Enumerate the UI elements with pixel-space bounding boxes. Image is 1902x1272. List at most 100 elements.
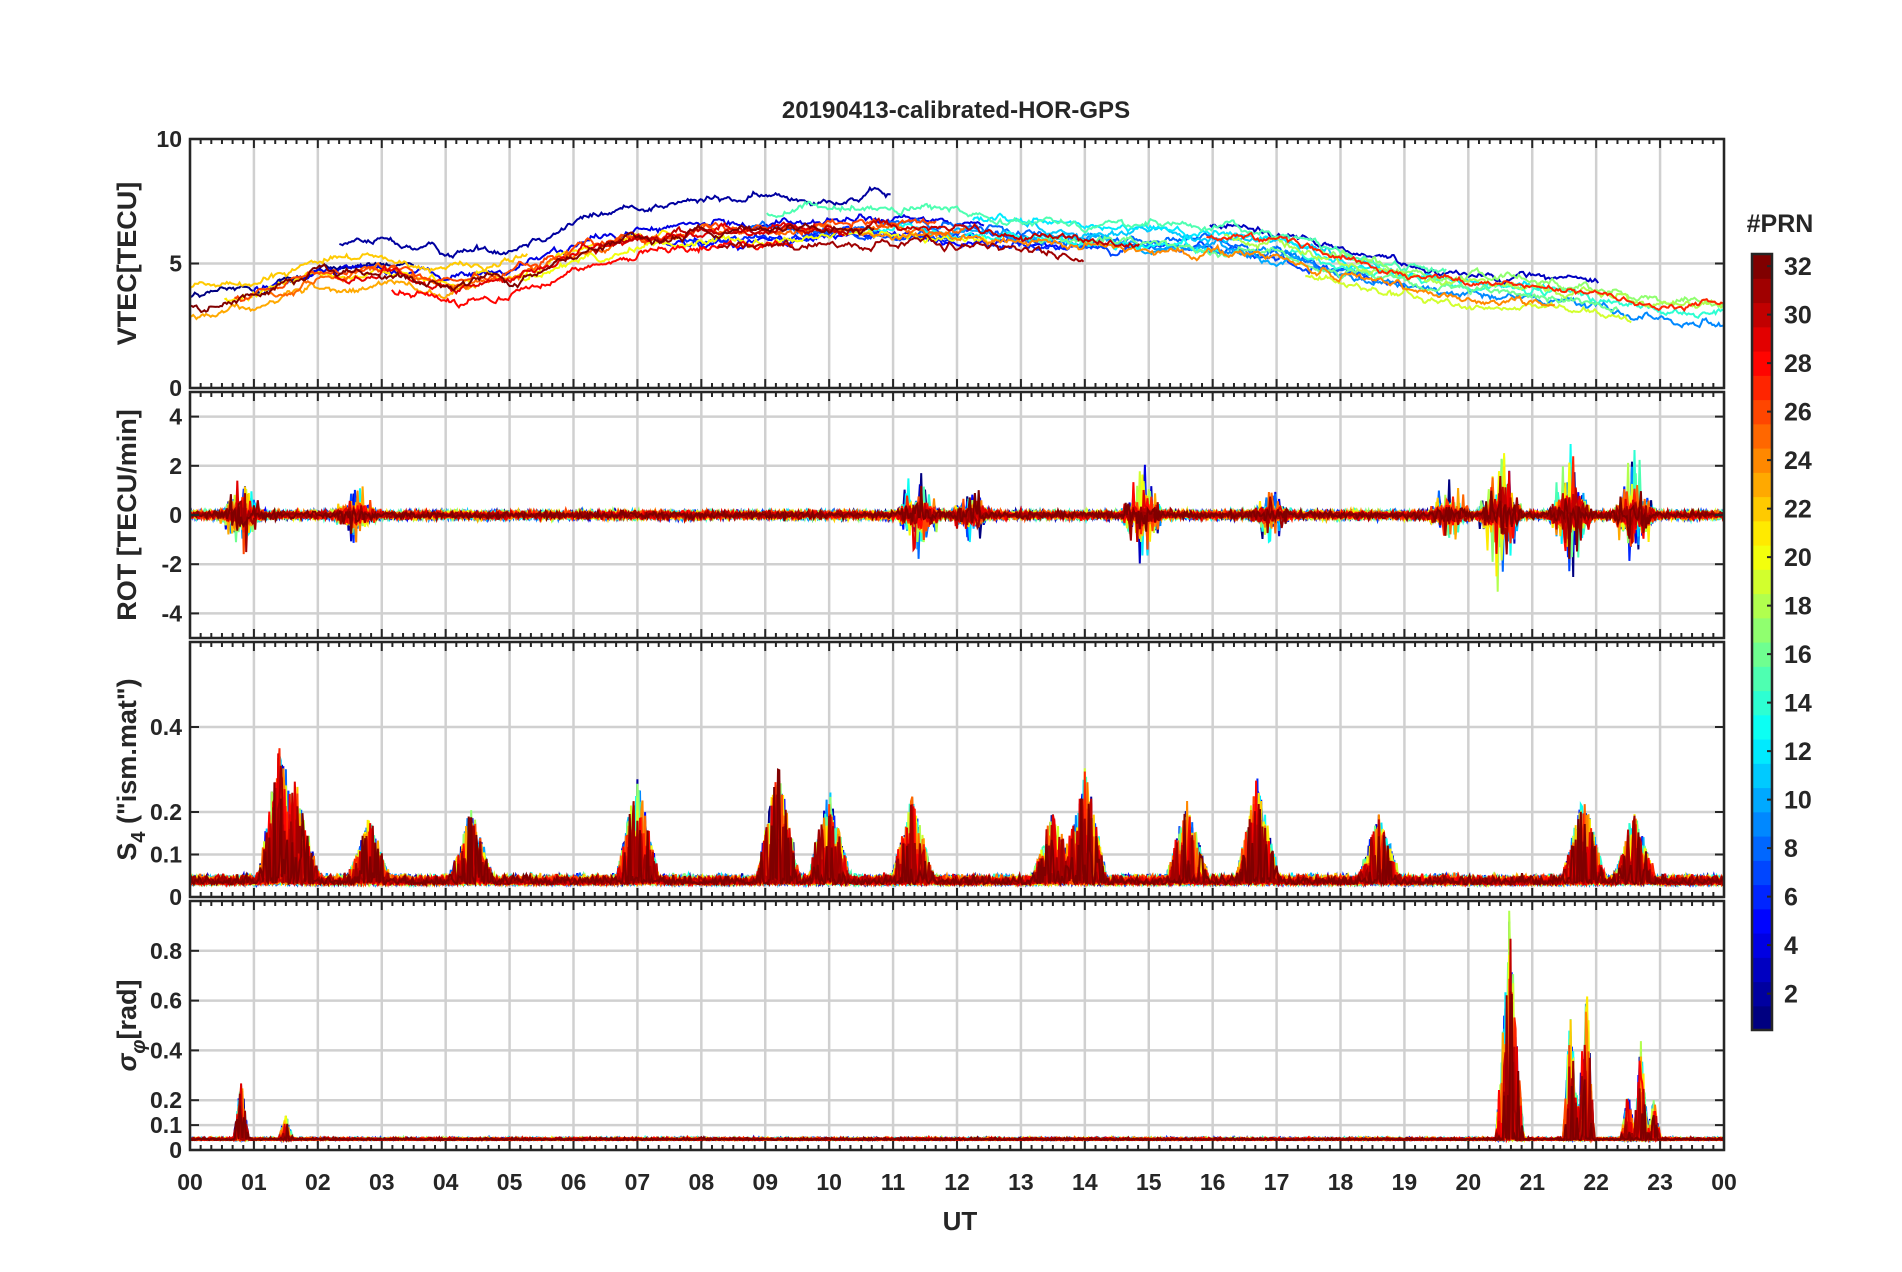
y-tick-label: 10 <box>156 126 182 152</box>
series-prn-31 <box>716 233 1085 263</box>
x-tick-label: 07 <box>625 1169 651 1195</box>
y-tick-label: 0.8 <box>150 938 182 964</box>
x-tick-label: 21 <box>1519 1169 1545 1195</box>
colorbar-segment <box>1752 448 1772 473</box>
colorbar-tick-label: 28 <box>1784 350 1812 378</box>
colorbar-segment <box>1752 351 1772 376</box>
colorbar-tick-label: 20 <box>1784 544 1812 572</box>
colorbar-segment <box>1752 472 1772 498</box>
x-tick-label: 01 <box>241 1169 267 1195</box>
y-tick-label: 0 <box>169 502 182 528</box>
y-tick-label: 0.1 <box>150 842 182 868</box>
colorbar-tick-label: 26 <box>1784 399 1812 427</box>
colorbar-segment <box>1752 957 1772 983</box>
colorbar-segment <box>1752 423 1772 449</box>
colorbar-segment <box>1752 787 1772 813</box>
x-tick-label: 20 <box>1456 1169 1482 1195</box>
series-prn-2 <box>339 185 891 260</box>
colorbar-title: #PRN <box>1747 210 1814 238</box>
colorbar-segment <box>1752 593 1772 619</box>
panel-sigma_phi: 00.10.2 0.4 0.6 0.8σφ[rad] <box>112 899 1726 1163</box>
colorbar-segment <box>1752 690 1772 716</box>
series-prn-28 <box>391 239 794 309</box>
y-tick-label: 5 <box>169 251 182 277</box>
x-axis-label: UT <box>943 1206 978 1236</box>
colorbar-segment <box>1752 278 1772 304</box>
y-tick-label: 4 <box>169 404 182 430</box>
colorbar-segment <box>1752 1005 1772 1031</box>
x-tick-label: 00 <box>177 1169 203 1195</box>
colorbar-tick-label: 14 <box>1784 690 1812 718</box>
x-tick-label: 22 <box>1583 1169 1609 1195</box>
x-tick-label: 12 <box>944 1169 970 1195</box>
x-tick-label: 11 <box>881 1169 906 1195</box>
colorbar-frame <box>1750 252 1774 1032</box>
x-tick-label: 08 <box>689 1169 715 1195</box>
series-prn-20 <box>519 229 989 282</box>
colorbar-segment <box>1752 666 1772 692</box>
colorbar-tick-label: 32 <box>1784 253 1812 281</box>
series-prn-17 <box>1318 248 1724 309</box>
colorbar-segment <box>1752 302 1772 328</box>
colorbar-segment <box>1752 933 1772 958</box>
series-group-rot <box>190 443 1724 592</box>
y-tick-label: 0 <box>169 375 182 401</box>
colorbar-segment <box>1752 642 1772 667</box>
y-tick-label: 0.4 <box>150 714 182 740</box>
colorbar-tick-label: 8 <box>1784 835 1798 863</box>
y-axis-label: ROT [TECU/min] <box>112 409 142 620</box>
colorbar-segment <box>1752 811 1772 837</box>
colorbar-tick-label: 16 <box>1784 641 1812 669</box>
colorbar-tick-label: 10 <box>1784 787 1812 815</box>
y-tick-label: 0 <box>169 1137 182 1163</box>
colorbar-segment <box>1752 569 1772 595</box>
y-axis-label: σφ[rad] <box>112 980 150 1072</box>
colorbar-segment <box>1752 375 1772 401</box>
colorbar-tick-label: 12 <box>1784 738 1812 766</box>
y-tick-label: -4 <box>162 600 183 626</box>
series-prn-32 <box>190 485 1724 559</box>
series-prn-32 <box>190 768 1724 888</box>
y-axis-label: S4 ("ism.mat") <box>112 678 150 860</box>
y-tick-label: 0.2 <box>150 799 182 825</box>
x-tick-label: 23 <box>1647 1169 1673 1195</box>
colorbar-tick-label: 6 <box>1784 884 1798 912</box>
x-tick-label: 00 <box>1711 1169 1737 1195</box>
panel-s4: 0 0.1 0.2 0.4S4 ("ism.mat") <box>112 640 1726 910</box>
series-prn-32 <box>190 993 1724 1143</box>
y-tick-label: 0.2 <box>150 1087 182 1113</box>
x-tick-label: 15 <box>1136 1169 1162 1195</box>
x-tick-label: 10 <box>816 1169 842 1195</box>
x-tick-label: 04 <box>433 1169 459 1195</box>
series-prn-23 <box>190 279 477 321</box>
panel-vtec: 0 5 10 VTEC[TECU] <box>112 126 1726 401</box>
colorbar-segment <box>1752 836 1772 861</box>
series-group-s4 <box>190 748 1724 889</box>
y-tick-label: -2 <box>162 551 182 577</box>
colorbar-segment <box>1752 496 1772 522</box>
y-tick-label: 2 <box>169 453 182 479</box>
chart-title: 20190413-calibrated-HOR-GPS <box>782 97 1130 124</box>
series-prn-22 <box>190 252 529 290</box>
x-tick-label: 19 <box>1392 1169 1418 1195</box>
colorbar-segment <box>1752 326 1772 352</box>
y-tick-label: 0.1 <box>150 1112 182 1138</box>
x-tick-label: 05 <box>497 1169 523 1195</box>
colorbar-segment <box>1752 908 1772 934</box>
colorbar-segment <box>1752 714 1772 740</box>
y-tick-label: 0.6 <box>150 988 182 1014</box>
colorbar-segment <box>1752 860 1772 886</box>
colorbar-segment <box>1752 884 1772 910</box>
x-tick-label: 06 <box>561 1169 587 1195</box>
series-prn-32 <box>190 222 875 314</box>
series-prn-27 <box>1206 231 1724 313</box>
colorbar-segment <box>1752 739 1772 764</box>
colorbar-tick-label: 18 <box>1784 593 1812 621</box>
x-tick-label: 17 <box>1264 1169 1290 1195</box>
colorbar-segment <box>1752 399 1772 425</box>
x-tick-label: 18 <box>1328 1169 1354 1195</box>
y-tick-label: 0.4 <box>150 1037 182 1063</box>
colorbar-tick-label: 30 <box>1784 302 1812 330</box>
x-tick-label: 14 <box>1072 1169 1098 1195</box>
